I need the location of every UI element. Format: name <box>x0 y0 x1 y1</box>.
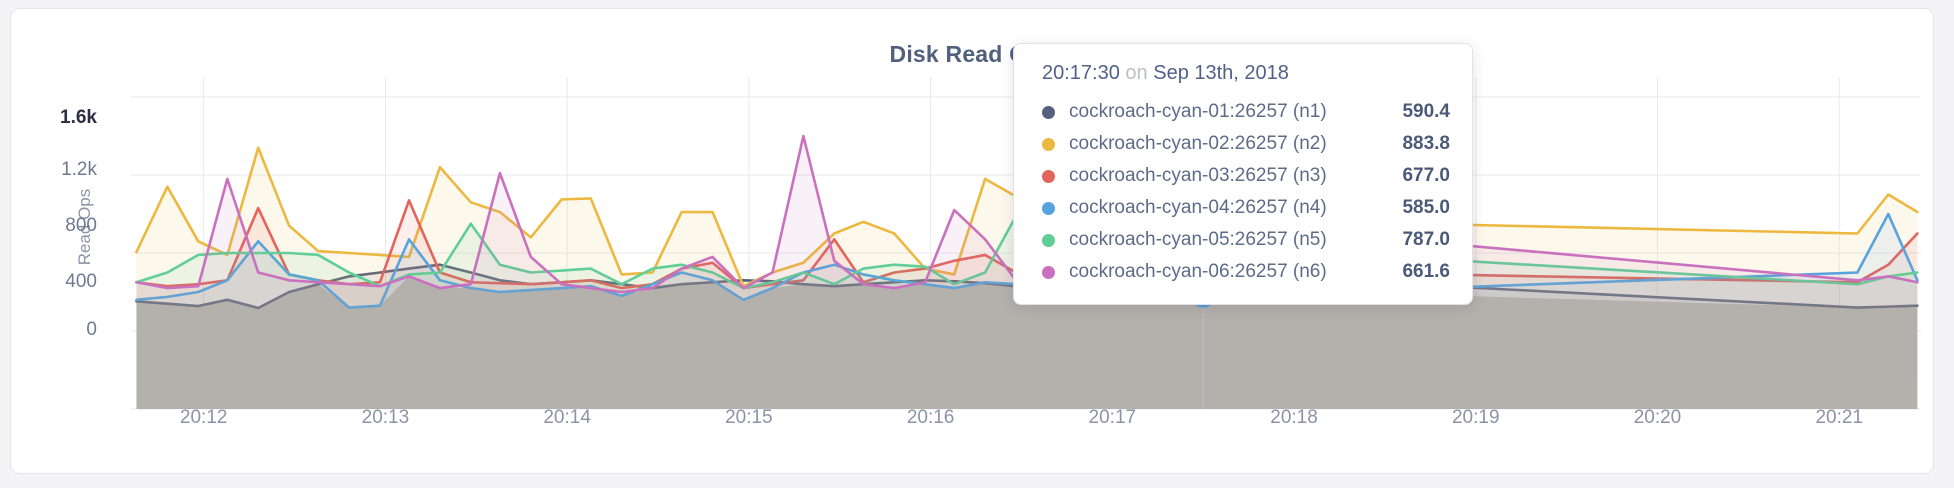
series-color-dot-icon <box>1042 137 1055 151</box>
x-tick-2: 20:14 <box>543 407 591 428</box>
chart-card: Disk Read Ops Read Ops 1.6k 1.2k 800 400… <box>10 8 1934 474</box>
tooltip-series-label: cockroach-cyan-02:26257 (n2) <box>1069 133 1327 154</box>
x-tick-9: 20:21 <box>1815 407 1863 428</box>
tooltip-series-value: 677.0 <box>1402 165 1450 186</box>
x-tick-7: 20:19 <box>1451 407 1500 428</box>
tooltip-series-value: 590.4 <box>1402 101 1450 122</box>
series-color-dot-icon <box>1042 105 1055 119</box>
series-color-dot-icon <box>1042 265 1055 279</box>
x-tick-4: 20:16 <box>906 407 955 428</box>
x-tick-6: 20:18 <box>1270 407 1318 428</box>
y-tick-2: 800 <box>65 215 97 236</box>
x-tick-5: 20:17 <box>1088 407 1137 428</box>
hover-tooltip: 20:17:30 on Sep 13th, 2018 cockroach-cya… <box>1013 43 1473 305</box>
tooltip-time: 20:17:30 <box>1042 62 1120 84</box>
plot-area: Read Ops 1.6k 1.2k 800 400 0 20:12 20:13 2… <box>11 9 1934 474</box>
series-color-dot-icon <box>1042 201 1055 215</box>
tooltip-row: cockroach-cyan-01:26257 (n1) 590.4 <box>1042 96 1450 128</box>
x-tick-3: 20:15 <box>725 407 773 428</box>
y-tick-4: 0 <box>86 319 97 340</box>
tooltip-series-value: 787.0 <box>1402 229 1450 250</box>
tooltip-date: Sep 13th, 2018 <box>1153 62 1289 84</box>
tooltip-row: cockroach-cyan-02:26257 (n2) 883.8 <box>1042 128 1450 160</box>
tooltip-series-label: cockroach-cyan-03:26257 (n3) <box>1069 165 1327 186</box>
series-color-dot-icon <box>1042 169 1055 183</box>
x-tick-0: 20:12 <box>179 407 228 428</box>
tooltip-on-word: on <box>1125 62 1148 84</box>
tooltip-row: cockroach-cyan-04:26257 (n4) 585.0 <box>1042 192 1450 224</box>
series-color-dot-icon <box>1042 233 1055 247</box>
tooltip-row: cockroach-cyan-03:26257 (n3) 677.0 <box>1042 160 1450 192</box>
y-tick-0: 1.6k <box>60 107 97 128</box>
tooltip-series-label: cockroach-cyan-05:26257 (n5) <box>1069 229 1327 250</box>
chart-svg[interactable] <box>11 9 1934 474</box>
tooltip-series-label: cockroach-cyan-06:26257 (n6) <box>1069 261 1327 282</box>
tooltip-series-label: cockroach-cyan-04:26257 (n4) <box>1069 197 1327 218</box>
tooltip-series-list: cockroach-cyan-01:26257 (n1) 590.4 cockroa… <box>1042 96 1450 288</box>
tooltip-row: cockroach-cyan-06:26257 (n6) 661.6 <box>1042 256 1450 288</box>
tooltip-row: cockroach-cyan-05:26257 (n5) 787.0 <box>1042 224 1450 256</box>
tooltip-series-value: 883.8 <box>1402 133 1450 154</box>
tooltip-series-value: 585.0 <box>1402 197 1450 218</box>
tooltip-series-label: cockroach-cyan-01:26257 (n1) <box>1069 101 1327 122</box>
tooltip-timestamp: 20:17:30 on Sep 13th, 2018 <box>1042 62 1450 85</box>
y-tick-3: 400 <box>65 271 97 292</box>
tooltip-series-value: 661.6 <box>1402 261 1450 282</box>
x-tick-1: 20:13 <box>361 407 410 428</box>
x-tick-8: 20:20 <box>1633 407 1682 428</box>
y-tick-1: 1.2k <box>61 159 97 180</box>
